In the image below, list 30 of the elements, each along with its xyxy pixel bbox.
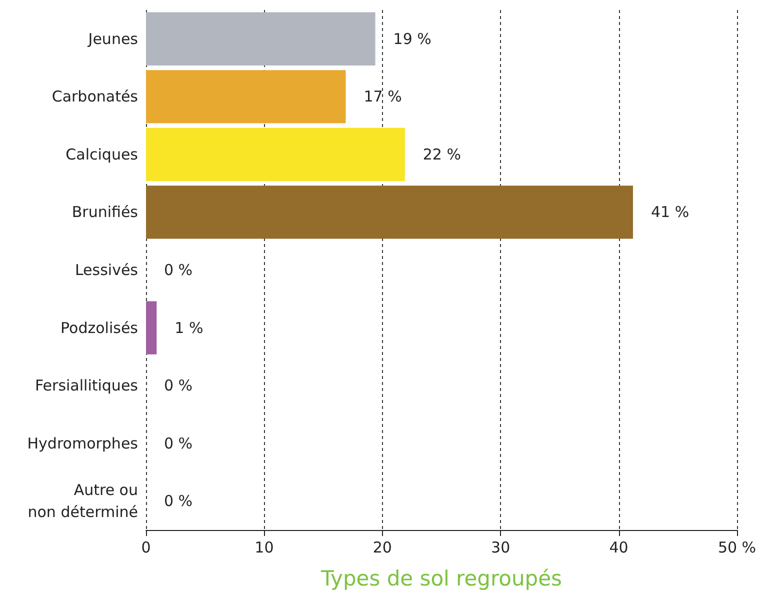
y-tick-label: Jeunes (87, 30, 138, 48)
data-label: 1 % (174, 318, 204, 337)
bar (146, 12, 376, 66)
x-axis-title: Types de sol regroupés (320, 566, 562, 590)
y-tick-label: Autre ou non déterminé (28, 481, 138, 522)
x-tick-label: 20 (372, 538, 392, 556)
x-tick-label: 50 % (718, 538, 756, 556)
data-label: 41 % (650, 203, 690, 222)
bar (146, 301, 157, 354)
bar (146, 186, 633, 239)
y-tick-label: Fersiallitiques (34, 376, 138, 395)
y-tick-label: Calciques (66, 145, 138, 164)
data-label: 0 % (164, 376, 193, 395)
data-label: 0 % (164, 434, 193, 452)
y-tick-label: Lessivés (74, 261, 138, 279)
x-tick-label: 0 (141, 538, 151, 556)
y-tick-label: Hydromorphes (27, 434, 138, 452)
y-tick-label: Brunifiés (72, 203, 138, 222)
data-label: 19 % (393, 30, 432, 48)
y-tick-label: Carbonatés (52, 88, 138, 106)
data-label: 17 % (364, 88, 402, 106)
x-tick-label: 30 (491, 538, 510, 556)
y-tick-label: Podzolisés (60, 318, 138, 337)
data-label: 0 % (164, 261, 193, 279)
data-label: 0 % (164, 492, 193, 510)
data-label: 22 % (422, 145, 461, 164)
x-tick-label: 10 (254, 538, 274, 556)
bar (146, 70, 346, 124)
bar (146, 128, 405, 182)
x-tick-label: 40 (609, 538, 628, 556)
